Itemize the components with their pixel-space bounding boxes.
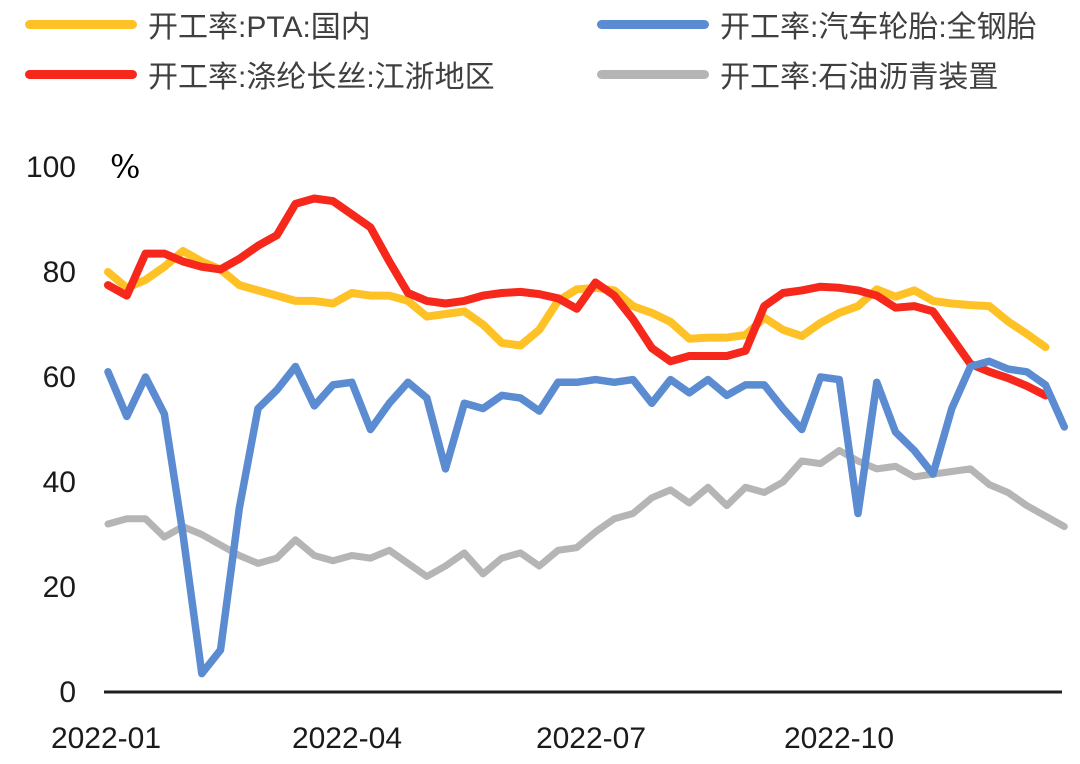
- series-line-asphalt-plant: [104, 447, 1068, 580]
- legend-swatch-asphalt-plant-line: [597, 69, 709, 79]
- legend-label-truck-tire: 开工率:汽车轮胎:全钢胎: [720, 11, 1037, 44]
- legend-item-pta: 开工率:PTA:国内: [25, 6, 371, 44]
- legend-item-polyester-filament: 开工率:涤纶长丝:江浙地区: [25, 56, 495, 94]
- y-axis-tick-label: 20: [43, 571, 76, 604]
- x-axis-tick-label: 2022-04: [292, 722, 402, 755]
- legend: 开工率:PTA:国内 开工率:汽车轮胎:全钢胎 开工率:涤纶长丝:江浙地区 开工…: [0, 0, 1080, 110]
- y-axis-tick-label: 40: [43, 466, 76, 499]
- legend-item-asphalt-plant: 开工率:石油沥青装置: [597, 56, 998, 94]
- legend-swatch-polyester-filament-line: [25, 69, 137, 79]
- legend-swatch-pta-line: [25, 19, 137, 29]
- series-line-truck-tire: [104, 357, 1069, 678]
- y-axis-unit-label: %: [110, 148, 140, 186]
- legend-label-asphalt-plant: 开工率:石油沥青装置: [720, 61, 999, 94]
- y-axis-tick-label: 60: [43, 361, 76, 394]
- y-axis-tick-label: 0: [59, 676, 76, 709]
- legend-label-pta: 开工率:PTA:国内: [148, 11, 371, 44]
- y-axis-tick-label: 80: [43, 256, 76, 289]
- legend-label-polyester-filament: 开工率:涤纶长丝:江浙地区: [148, 61, 495, 94]
- x-axis-tick-label: 2022-01: [51, 722, 161, 755]
- series-line-polyester-filament: [104, 194, 1050, 400]
- series-line-pta: [104, 247, 1050, 352]
- x-axis-tick-label: 2022-10: [784, 722, 894, 755]
- legend-swatch-truck-tire-line: [597, 19, 709, 29]
- y-axis-tick-label: 100: [26, 151, 76, 184]
- x-axis-tick-label: 2022-07: [536, 722, 646, 755]
- legend-item-truck-tire: 开工率:汽车轮胎:全钢胎: [597, 6, 1037, 44]
